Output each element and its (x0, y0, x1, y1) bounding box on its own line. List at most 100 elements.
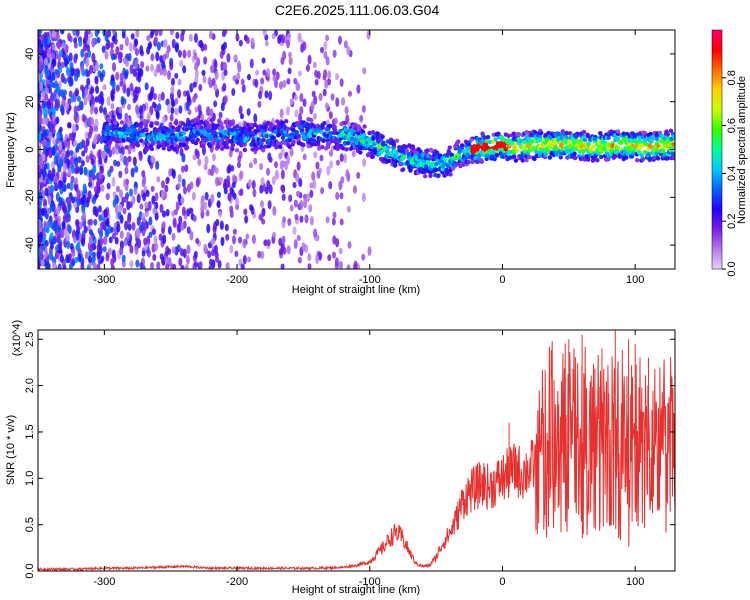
noise-speck (76, 68, 81, 78)
noise-speck (266, 239, 271, 247)
ridge-cell (516, 132, 522, 137)
noise-speck (54, 250, 59, 260)
noise-speck (90, 86, 95, 94)
noise-speck (228, 150, 233, 158)
noise-speck (73, 139, 78, 147)
ridge-cell (306, 143, 311, 149)
noise-speck (38, 219, 42, 229)
noise-speck (182, 49, 187, 59)
noise-speck (47, 48, 52, 56)
ridge-cell (403, 144, 408, 150)
noise-speck (84, 32, 89, 43)
noise-speck (110, 258, 115, 267)
ridge-cell (503, 146, 508, 152)
noise-speck (213, 59, 218, 70)
noise-speck (63, 57, 68, 67)
noise-speck (239, 113, 244, 120)
noise-speck (92, 137, 97, 145)
noise-speck (41, 91, 46, 98)
noise-speck (245, 36, 250, 45)
noise-speck (101, 150, 106, 160)
noise-speck (239, 170, 244, 180)
ridge-cell (194, 117, 199, 122)
noise-speck (92, 174, 97, 181)
noise-speck (331, 217, 336, 226)
ridge-cell (234, 148, 240, 153)
noise-speck (87, 190, 92, 200)
noise-speck (325, 34, 330, 42)
ridge-cell (433, 167, 439, 173)
noise-speck (78, 38, 83, 47)
ridge-cell (485, 134, 491, 140)
ridge-cell (320, 144, 325, 150)
ridge-cell (637, 136, 642, 141)
noise-speck (105, 147, 110, 154)
noise-speck (309, 215, 314, 226)
y-tick-label: 40 (24, 48, 36, 60)
noise-speck (154, 201, 159, 210)
noise-speck (253, 113, 258, 123)
noise-speck (111, 176, 116, 187)
ridge-cell (169, 144, 175, 149)
noise-speck (109, 165, 114, 173)
noise-speck (328, 181, 333, 190)
ridge-cell (147, 134, 152, 139)
noise-speck (90, 158, 95, 166)
ridge-cell (479, 150, 484, 155)
noise-speck (356, 84, 361, 94)
ridge-cell (671, 134, 675, 139)
noise-speck (100, 221, 105, 230)
spectrogram-y-ticks: -40 -20 0 20 40 (24, 48, 675, 253)
noise-speck (126, 231, 131, 240)
noise-speck (175, 31, 180, 40)
noise-speck (94, 125, 99, 132)
noise-speck (55, 32, 60, 42)
noise-speck (208, 30, 213, 40)
noise-speck (282, 216, 287, 223)
noise-speck (287, 218, 292, 227)
ridge-cell (592, 136, 598, 142)
ridge-cell (362, 124, 367, 129)
noise-speck (351, 150, 356, 158)
ridge-cell (602, 146, 607, 151)
noise-speck (54, 244, 59, 252)
noise-speck (47, 221, 52, 228)
noise-speck (51, 30, 56, 39)
noise-speck (130, 33, 135, 40)
colorbar-label: Normalized spectral amplitude (736, 76, 748, 224)
noise-speck (119, 72, 124, 82)
noise-speck (102, 84, 107, 91)
noise-speck (96, 263, 101, 269)
noise-speck (113, 53, 118, 60)
noise-speck (137, 238, 142, 249)
noise-speck (297, 256, 302, 264)
noise-speck (294, 109, 299, 118)
noise-speck (82, 114, 87, 123)
noise-speck (225, 262, 230, 269)
ridge-cell (237, 139, 243, 144)
noise-speck (114, 204, 119, 215)
noise-speck (279, 108, 284, 119)
noise-speck (324, 102, 329, 110)
noise-speck (119, 230, 124, 239)
noise-speck (177, 174, 182, 183)
noise-speck (127, 103, 132, 111)
x-tick-label: -300 (93, 576, 115, 588)
noise-speck (55, 116, 60, 124)
noise-speck (209, 64, 214, 72)
noise-speck (277, 35, 282, 45)
noise-speck (38, 72, 41, 82)
noise-speck (203, 56, 208, 65)
ridge-cell (514, 148, 519, 153)
ridge-cell (113, 120, 118, 125)
ridge-cell (572, 151, 577, 156)
noise-speck (114, 237, 119, 245)
ridge-cell (296, 134, 302, 139)
noise-speck (352, 185, 357, 194)
noise-speck (139, 203, 144, 210)
noise-speck (216, 191, 221, 199)
noise-speck (323, 69, 328, 78)
noise-speck (157, 103, 162, 112)
noise-speck (227, 163, 232, 173)
noise-speck (230, 189, 235, 197)
